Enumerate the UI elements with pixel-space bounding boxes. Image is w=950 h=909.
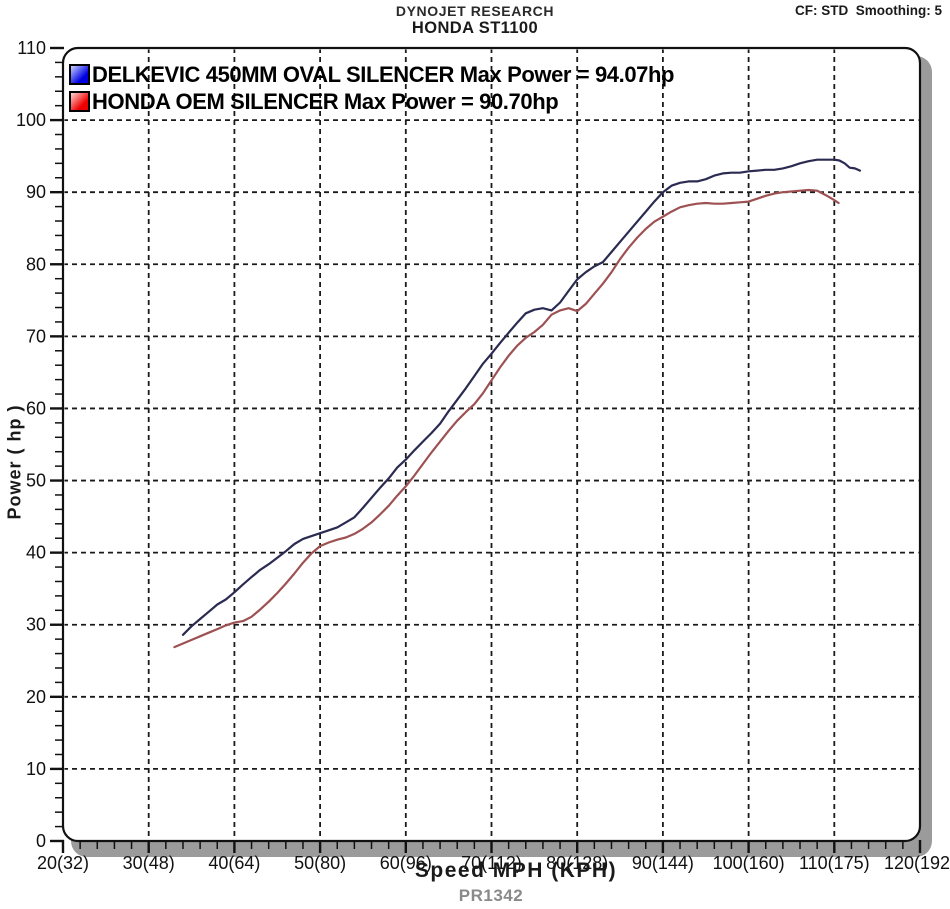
x-tick-label: 120(192)	[884, 853, 950, 873]
y-tick-label: 100	[16, 110, 46, 130]
legend: DELKEVIC 450MM OVAL SILENCER Max Power =…	[69, 61, 675, 115]
delkevic-series-swatch-icon	[69, 64, 90, 85]
x-tick-label: 70(112)	[461, 853, 522, 873]
y-tick-label: 80	[26, 254, 46, 274]
y-tick-label: 70	[26, 326, 46, 346]
grid-lines	[64, 49, 919, 840]
correction-smoothing-settings: CF: STD Smoothing: 5	[795, 3, 942, 18]
legend-label-honda-oem: HONDA OEM SILENCER Max Power = 90.70hp	[92, 88, 559, 114]
x-tick-label: 50(80)	[294, 853, 346, 873]
y-tick-label: 40	[26, 543, 46, 563]
y-axis-title: Power ( hp )	[4, 404, 25, 520]
y-tick-label: 20	[26, 687, 46, 707]
vehicle-model-subtitle: HONDA ST1100	[411, 19, 539, 37]
axis-ticks	[50, 46, 922, 853]
y-tick-label: 50	[26, 471, 46, 491]
x-tick-label: 60(96)	[380, 853, 432, 873]
x-axis-title: Speed MPH (KPH)	[414, 859, 618, 882]
legend-row-delkevic: DELKEVIC 450MM OVAL SILENCER Max Power =…	[69, 61, 675, 88]
x-tick-label: 30(48)	[123, 853, 175, 873]
x-tick-label: 110(175)	[799, 853, 870, 873]
power-curve-honda-oem	[173, 188, 840, 649]
legend-label-delkevic: DELKEVIC 450MM OVAL SILENCER Max Power =…	[92, 61, 675, 87]
x-tick-label: 80(128)	[546, 853, 608, 873]
power-curve-delkevic	[181, 158, 862, 636]
page-title: DYNOJET RESEARCH	[395, 3, 555, 19]
legend-row-honda-oem: HONDA OEM SILENCER Max Power = 90.70hp	[69, 88, 674, 115]
axis-tick-labels: 0 10 20 30 40 50 60 70 80 90 100 110 20(32) 30(48) 40(…	[16, 38, 950, 873]
y-tick-label: 30	[26, 615, 46, 635]
y-tick-label: 110	[17, 38, 46, 58]
x-tick-label: 40(64)	[208, 853, 260, 873]
y-tick-label: 10	[26, 759, 46, 779]
y-tick-label: 90	[26, 182, 46, 202]
y-tick-label: 60	[26, 398, 46, 418]
run-id: PR1342	[458, 886, 524, 905]
y-tick-label: 0	[36, 831, 46, 851]
x-tick-label: 100(160)	[713, 853, 785, 873]
x-tick-label: 20(32)	[37, 853, 89, 873]
honda-oem-series-swatch-icon	[69, 91, 90, 112]
x-tick-label: 90(144)	[632, 853, 694, 873]
